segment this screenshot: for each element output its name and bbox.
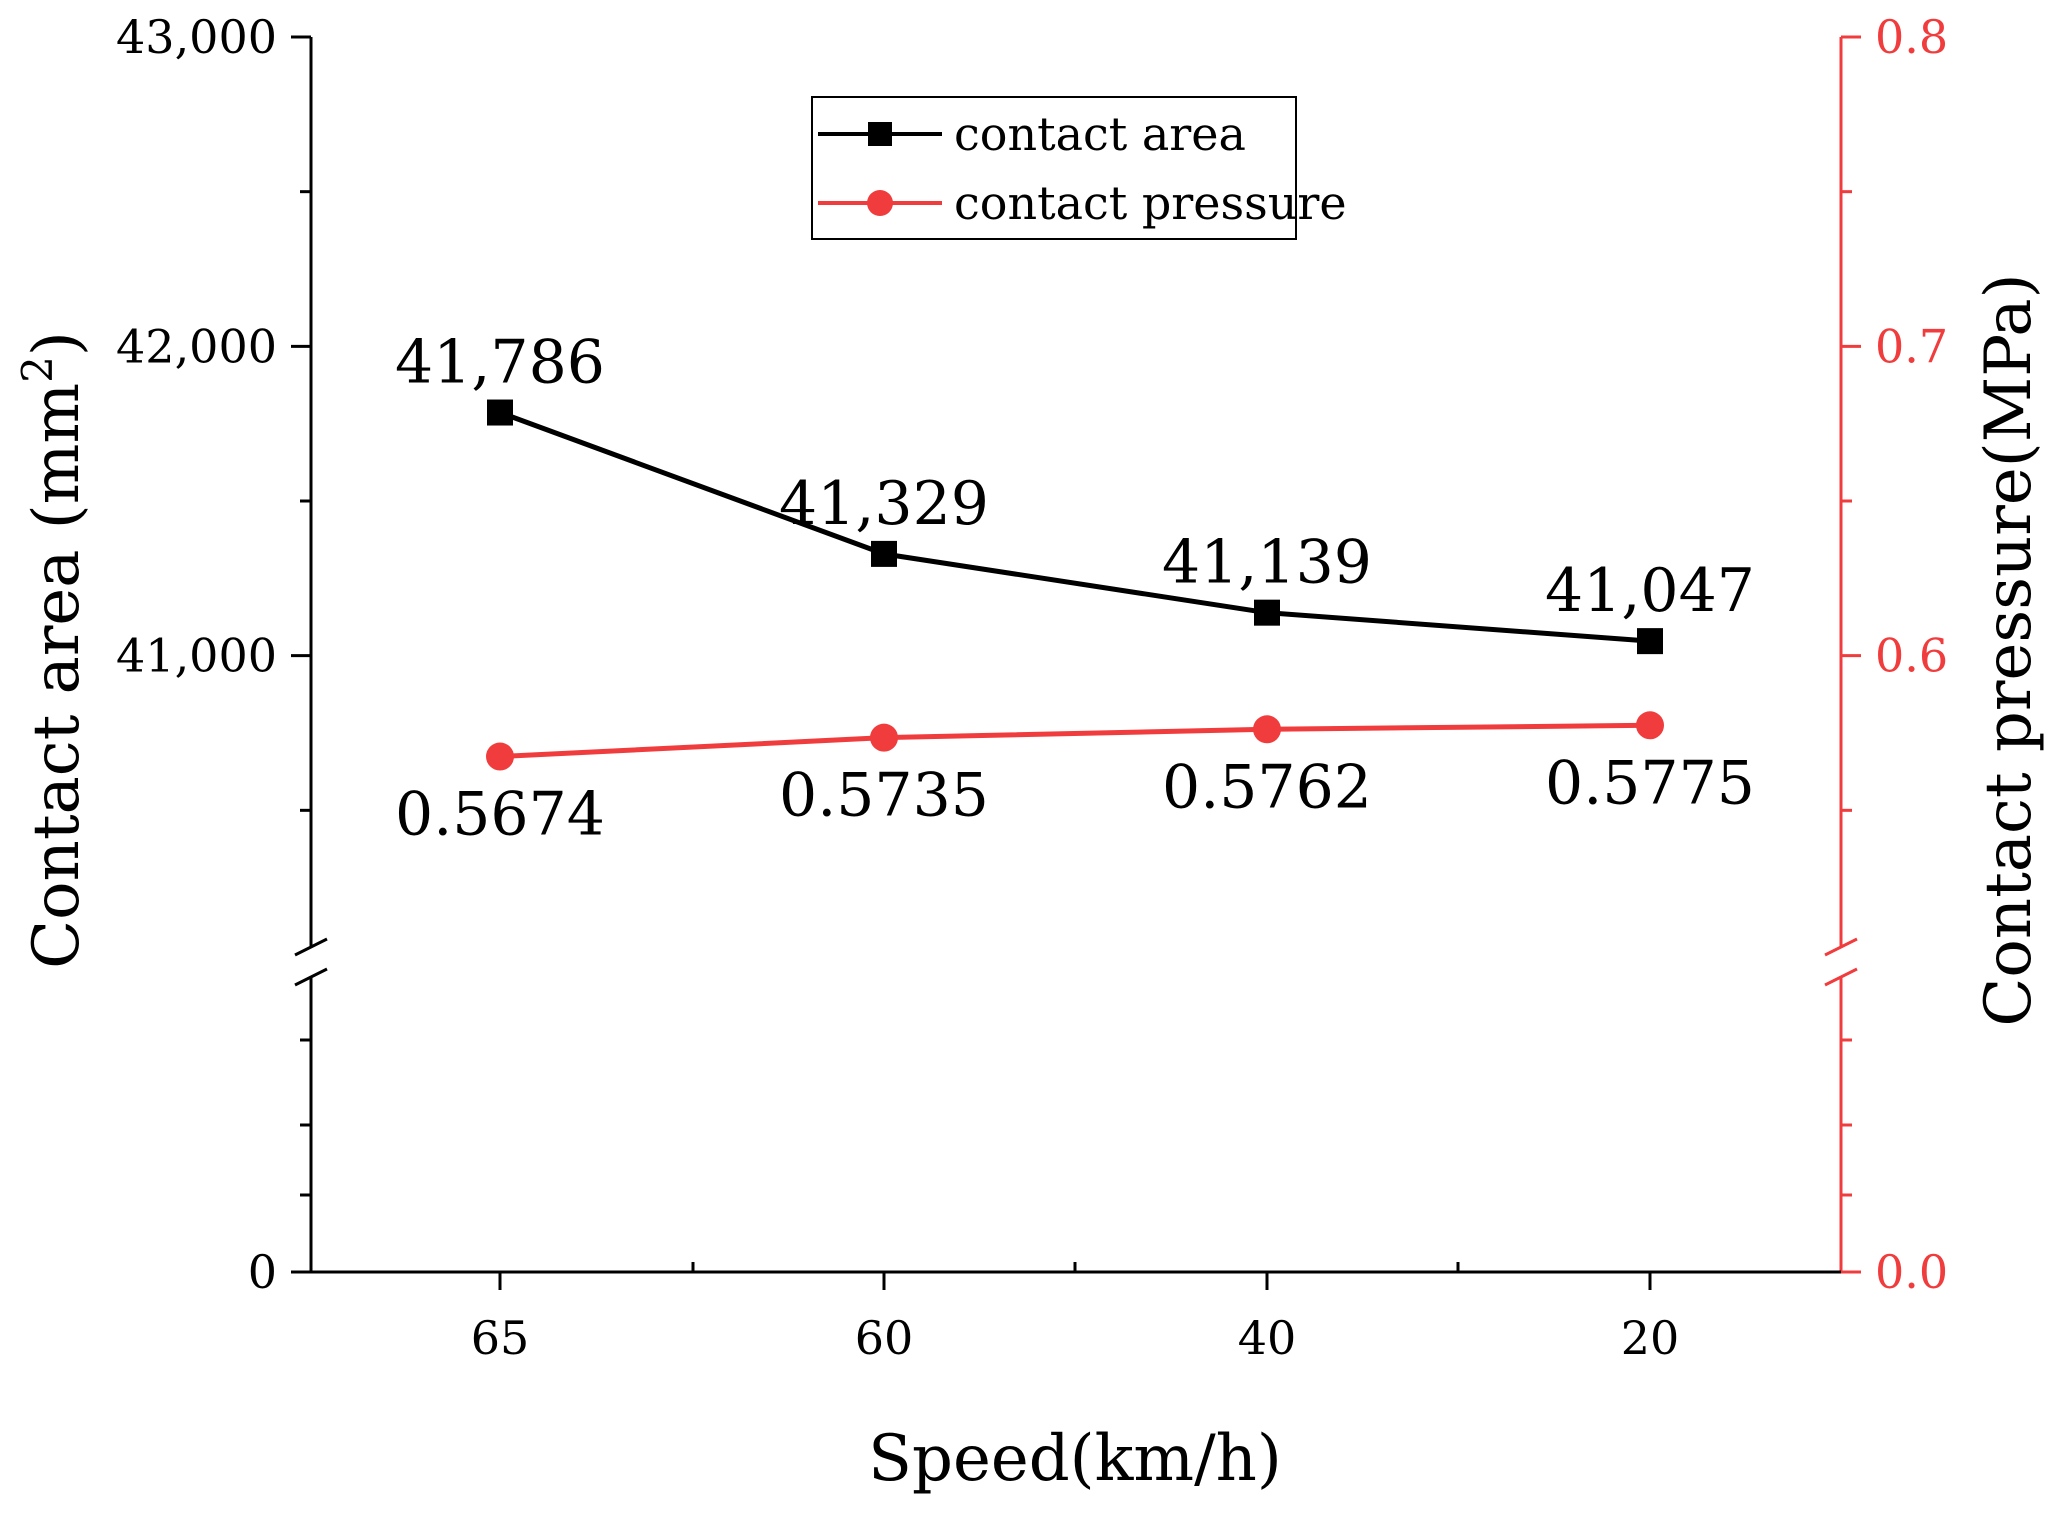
data-point-contact-pressure [486, 742, 514, 771]
data-label-contact-pressure: 0.5735 [779, 761, 989, 831]
data-point-contact-area [871, 540, 897, 567]
labels-layer: 41,786 41,329 41,139 41,047 0.5674 0.5735 0.57… [395, 328, 1755, 850]
legend-frame [811, 96, 1297, 240]
data-label-contact-area: 41,139 [1162, 528, 1372, 598]
data-point-contact-pressure [1253, 715, 1281, 744]
legend-label-contact-pressure: contact pressure [954, 176, 1347, 230]
data-point-contact-pressure [1636, 711, 1664, 740]
data-label-contact-pressure: 0.5674 [395, 780, 605, 850]
y-axis-left-title: Contact area (mm2) [13, 331, 94, 969]
y-axis-left-title-sup: 2 [13, 356, 62, 383]
x-axis-tick-label: 40 [1238, 1311, 1297, 1365]
y-axis-left-title-main: Contact area (mm [20, 383, 94, 969]
y-axis-left-break-mark [294, 937, 328, 957]
y-axis-left-tick-label: 42,000 [116, 319, 277, 373]
data-label-contact-area: 41,786 [395, 328, 605, 398]
data-point-contact-pressure [870, 723, 898, 752]
y-axis-left-tick-label: 41,000 [116, 629, 277, 683]
data-label-contact-area: 41,047 [1545, 556, 1755, 626]
x-axis-title: Speed(km/h) [868, 1422, 1282, 1496]
legend: contact area contact pressure [811, 96, 1347, 240]
axes: 0 41,000 42,000 43,000 0.0 0.6 0.7 0.8 65 60 40 20 [116, 10, 1948, 1365]
data-point-contact-area [1637, 628, 1663, 655]
y-axis-left-title-close: ) [20, 331, 94, 356]
series-line-contact-area [499, 410, 1651, 644]
data-label-contact-area: 41,329 [779, 469, 989, 539]
data-point-contact-area [1254, 599, 1280, 626]
x-axis-tick-label: 20 [1621, 1311, 1680, 1365]
y-axis-right-break-mark [1824, 937, 1858, 957]
x-axis-tick-label: 65 [471, 1311, 530, 1365]
y-axis-right-tick-label: 0.7 [1875, 319, 1948, 373]
series-line-contact-pressure [499, 722, 1651, 760]
y-axis-left-tick-label: 43,000 [116, 10, 277, 64]
data-point-contact-area [487, 399, 513, 426]
data-label-contact-pressure: 0.5762 [1162, 752, 1372, 822]
legend-marker-contact-pressure [867, 190, 893, 216]
y-axis-right-tick-label: 0.8 [1875, 10, 1948, 64]
y-axis-right-title: Contact pressure(MPa) [1972, 273, 2046, 1026]
series-layer [486, 399, 1664, 771]
legend-label-contact-area: contact area [954, 107, 1246, 161]
data-label-contact-pressure: 0.5775 [1545, 748, 1755, 818]
y-axis-right-tick-label: 0.0 [1875, 1245, 1948, 1299]
y-axis-left-tick-label: 0 [248, 1245, 277, 1299]
x-axis-tick-label: 60 [855, 1311, 914, 1365]
legend-marker-contact-area [868, 122, 892, 146]
y-axis-right-break-mark [1824, 967, 1858, 987]
y-axis-left-break-mark [294, 967, 328, 987]
y-axis-right-tick-label: 0.6 [1875, 629, 1948, 683]
